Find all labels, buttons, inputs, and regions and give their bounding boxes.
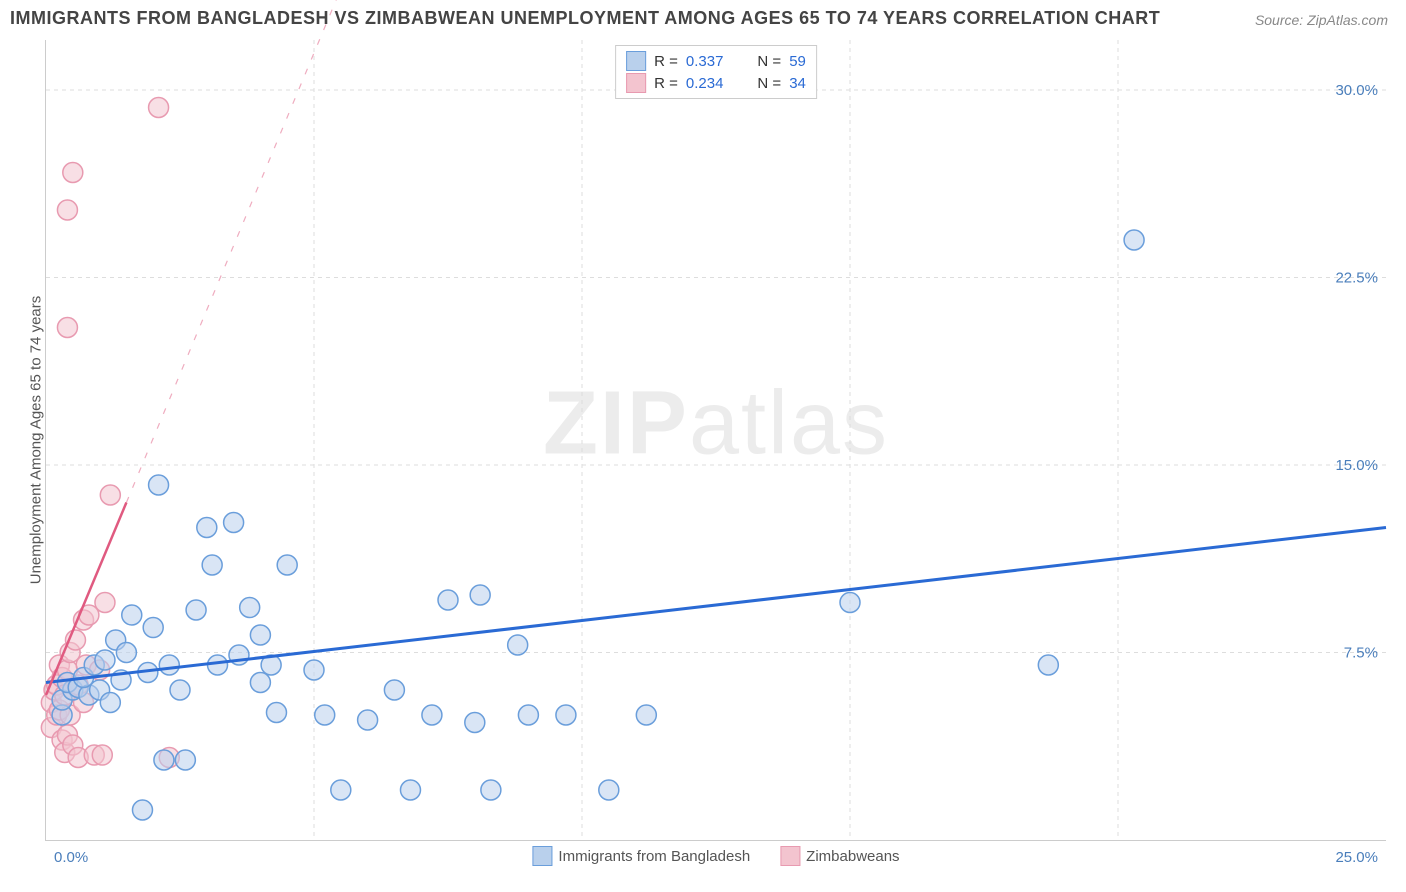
chart-container: IMMIGRANTS FROM BANGLADESH VS ZIMBABWEAN…	[0, 0, 1406, 892]
scatter-point	[224, 513, 244, 533]
scatter-point	[170, 680, 190, 700]
scatter-point	[100, 485, 120, 505]
scatter-point	[1124, 230, 1144, 250]
scatter-point	[840, 593, 860, 613]
scatter-point	[197, 518, 217, 538]
scatter-point	[400, 780, 420, 800]
y-axis-label: Unemployment Among Ages 65 to 74 years	[28, 296, 45, 585]
scatter-point	[57, 200, 77, 220]
scatter-point	[277, 555, 297, 575]
legend-r-value: 0.337	[686, 53, 724, 70]
scatter-point	[240, 598, 260, 618]
scatter-point	[250, 673, 270, 693]
scatter-point	[95, 650, 115, 670]
legend-swatch	[626, 51, 646, 71]
scatter-point	[331, 780, 351, 800]
legend-series: Immigrants from Bangladesh Zimbabweans	[532, 846, 899, 866]
legend-correlation-row: R = 0.337 N = 59	[626, 50, 806, 72]
legend-r-value: 0.234	[686, 75, 724, 92]
y-tick-label: 30.0%	[1335, 82, 1378, 99]
scatter-point	[202, 555, 222, 575]
legend-swatch	[780, 846, 800, 866]
scatter-point	[266, 703, 286, 723]
legend-correlation: R = 0.337 N = 59 R = 0.234 N = 34	[615, 45, 817, 99]
y-tick-label: 15.0%	[1335, 457, 1378, 474]
scatter-point	[1038, 655, 1058, 675]
scatter-point	[143, 618, 163, 638]
scatter-point	[175, 750, 195, 770]
scatter-point	[315, 705, 335, 725]
scatter-point	[636, 705, 656, 725]
scatter-point	[556, 705, 576, 725]
trend-line-pink-dashed	[126, 0, 517, 503]
scatter-point	[122, 605, 142, 625]
legend-series-item: Immigrants from Bangladesh	[532, 846, 750, 866]
scatter-point	[57, 318, 77, 338]
scatter-point	[208, 655, 228, 675]
scatter-point	[438, 590, 458, 610]
y-tick-label: 7.5%	[1344, 645, 1378, 662]
x-tick-label: 25.0%	[1335, 849, 1378, 866]
legend-n-label: N =	[757, 53, 781, 70]
scatter-point	[159, 655, 179, 675]
legend-swatch	[626, 73, 646, 93]
legend-n-label: N =	[757, 75, 781, 92]
scatter-point	[63, 163, 83, 183]
scatter-point	[465, 713, 485, 733]
scatter-point	[154, 750, 174, 770]
legend-n-value: 59	[789, 53, 806, 70]
scatter-point	[358, 710, 378, 730]
legend-r-label: R =	[654, 75, 678, 92]
scatter-point	[304, 660, 324, 680]
scatter-point	[92, 745, 112, 765]
scatter-point	[508, 635, 528, 655]
chart-title: IMMIGRANTS FROM BANGLADESH VS ZIMBABWEAN…	[10, 8, 1160, 29]
scatter-point	[95, 593, 115, 613]
scatter-point	[599, 780, 619, 800]
source-label: Source: ZipAtlas.com	[1255, 12, 1388, 28]
x-tick-label: 0.0%	[54, 849, 88, 866]
scatter-point	[250, 625, 270, 645]
scatter-point	[384, 680, 404, 700]
scatter-point	[149, 475, 169, 495]
scatter-point	[186, 600, 206, 620]
legend-correlation-row: R = 0.234 N = 34	[626, 72, 806, 94]
scatter-plot-svg: 7.5%15.0%22.5%30.0%0.0%25.0%	[46, 40, 1386, 840]
plot-area: Unemployment Among Ages 65 to 74 years Z…	[45, 40, 1386, 841]
legend-swatch	[532, 846, 552, 866]
scatter-point	[481, 780, 501, 800]
scatter-point	[116, 643, 136, 663]
legend-n-value: 34	[789, 75, 806, 92]
scatter-point	[149, 98, 169, 118]
legend-series-item: Zimbabweans	[780, 846, 899, 866]
scatter-point	[518, 705, 538, 725]
scatter-point	[100, 693, 120, 713]
legend-r-label: R =	[654, 53, 678, 70]
scatter-point	[132, 800, 152, 820]
scatter-point	[422, 705, 442, 725]
legend-series-label: Zimbabweans	[806, 848, 899, 865]
scatter-point	[470, 585, 490, 605]
legend-series-label: Immigrants from Bangladesh	[558, 848, 750, 865]
y-tick-label: 22.5%	[1335, 270, 1378, 287]
